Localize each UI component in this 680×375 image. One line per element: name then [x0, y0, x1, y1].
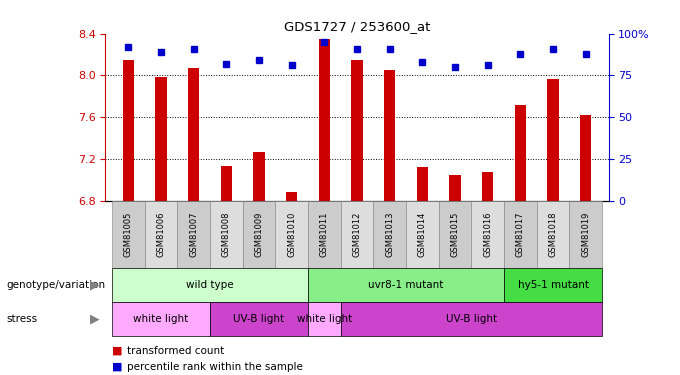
- Text: GSM81016: GSM81016: [483, 211, 492, 257]
- Text: GSM81008: GSM81008: [222, 211, 231, 257]
- Text: transformed count: transformed count: [127, 346, 224, 355]
- Text: hy5-1 mutant: hy5-1 mutant: [517, 280, 589, 290]
- Text: stress: stress: [7, 314, 38, 324]
- Bar: [220, 166, 232, 201]
- Bar: [253, 152, 265, 201]
- Bar: [286, 192, 297, 201]
- Text: GSM81014: GSM81014: [418, 211, 427, 257]
- Bar: [515, 105, 526, 201]
- Bar: [417, 167, 428, 201]
- Text: GSM81017: GSM81017: [516, 211, 525, 257]
- Text: UV-B light: UV-B light: [446, 314, 497, 324]
- Text: GSM81009: GSM81009: [254, 211, 263, 257]
- Text: GSM81010: GSM81010: [287, 211, 296, 257]
- Bar: [155, 76, 167, 201]
- Text: uvr8-1 mutant: uvr8-1 mutant: [369, 280, 444, 290]
- Text: GSM81005: GSM81005: [124, 211, 133, 257]
- Text: GSM81013: GSM81013: [385, 211, 394, 257]
- Text: GSM81007: GSM81007: [189, 211, 198, 257]
- Bar: [352, 60, 362, 201]
- Text: white light: white light: [133, 314, 188, 324]
- Text: GSM81012: GSM81012: [352, 211, 362, 257]
- Text: wild type: wild type: [186, 280, 234, 290]
- Text: percentile rank within the sample: percentile rank within the sample: [127, 362, 303, 372]
- Text: GSM81015: GSM81015: [451, 211, 460, 257]
- Text: ■: ■: [112, 362, 122, 372]
- Bar: [449, 174, 461, 201]
- Text: GSM81011: GSM81011: [320, 211, 329, 257]
- Bar: [384, 70, 395, 201]
- Text: genotype/variation: genotype/variation: [7, 280, 106, 290]
- Bar: [580, 115, 592, 201]
- Bar: [319, 39, 330, 201]
- Text: ▶: ▶: [90, 279, 100, 291]
- Text: GSM81018: GSM81018: [549, 211, 558, 257]
- Text: ▶: ▶: [90, 312, 100, 325]
- Text: GSM81006: GSM81006: [156, 211, 165, 257]
- Bar: [547, 79, 559, 201]
- Bar: [122, 60, 134, 201]
- Text: UV-B light: UV-B light: [233, 314, 284, 324]
- Text: GSM81019: GSM81019: [581, 211, 590, 257]
- Bar: [188, 68, 199, 201]
- Text: white light: white light: [296, 314, 352, 324]
- Text: ■: ■: [112, 346, 122, 355]
- Title: GDS1727 / 253600_at: GDS1727 / 253600_at: [284, 20, 430, 33]
- Bar: [482, 172, 494, 201]
